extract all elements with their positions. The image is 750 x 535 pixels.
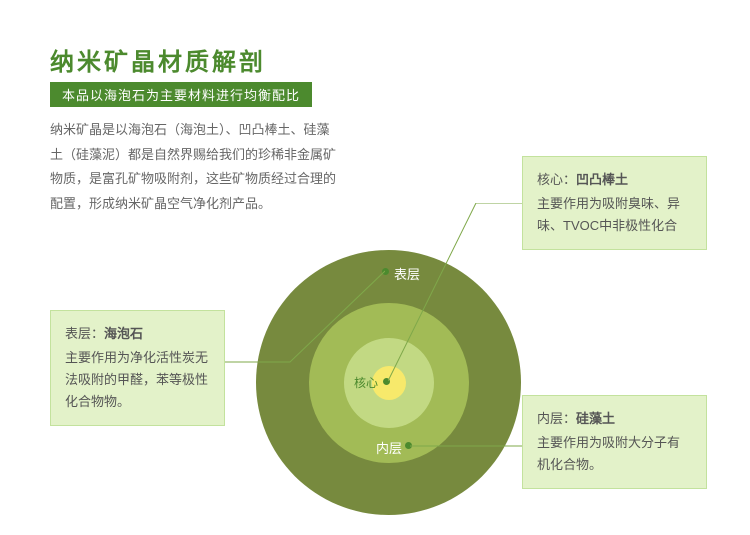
concentric-diagram: 表层 内层 核心 xyxy=(256,250,521,515)
callout-botr-body: 主要作用为吸附大分子有机化合物。 xyxy=(537,432,692,476)
callout-topr-prefix: 核心： xyxy=(537,172,576,187)
label-inner: 内层 xyxy=(376,438,402,457)
callout-top-right: 核心：凹凸棒土 主要作用为吸附臭味、异味、TVOC中非极性化合 xyxy=(522,156,707,250)
callout-left-prefix: 表层： xyxy=(65,326,104,341)
callout-botr-header: 内层：硅藻土 xyxy=(537,408,692,430)
dot-core xyxy=(383,378,390,385)
callout-botr-prefix: 内层： xyxy=(537,411,576,426)
callout-topr-name: 凹凸棒土 xyxy=(576,172,628,187)
callout-botr-name: 硅藻土 xyxy=(576,411,615,426)
label-outer: 表层 xyxy=(394,264,420,283)
label-core: 核心 xyxy=(354,374,378,391)
dot-outer xyxy=(382,268,389,275)
subtitle-bar: 本品以海泡石为主要材料进行均衡配比 xyxy=(50,82,312,107)
description-text: 纳米矿晶是以海泡石（海泡土）、凹凸棒土、硅藻土（硅藻泥）都是自然界赐给我们的珍稀… xyxy=(50,118,340,217)
callout-left: 表层：海泡石 主要作用为净化活性炭无法吸附的甲醛，苯等极性化合物物。 xyxy=(50,310,225,426)
callout-bottom-right: 内层：硅藻土 主要作用为吸附大分子有机化合物。 xyxy=(522,395,707,489)
callout-topr-header: 核心：凹凸棒土 xyxy=(537,169,692,191)
page-title: 纳米矿晶材质解剖 xyxy=(50,42,266,77)
callout-topr-body: 主要作用为吸附臭味、异味、TVOC中非极性化合 xyxy=(537,193,692,237)
callout-left-body: 主要作用为净化活性炭无法吸附的甲醛，苯等极性化合物物。 xyxy=(65,347,210,413)
dot-inner xyxy=(405,442,412,449)
callout-left-header: 表层：海泡石 xyxy=(65,323,210,345)
callout-left-name: 海泡石 xyxy=(104,326,143,341)
